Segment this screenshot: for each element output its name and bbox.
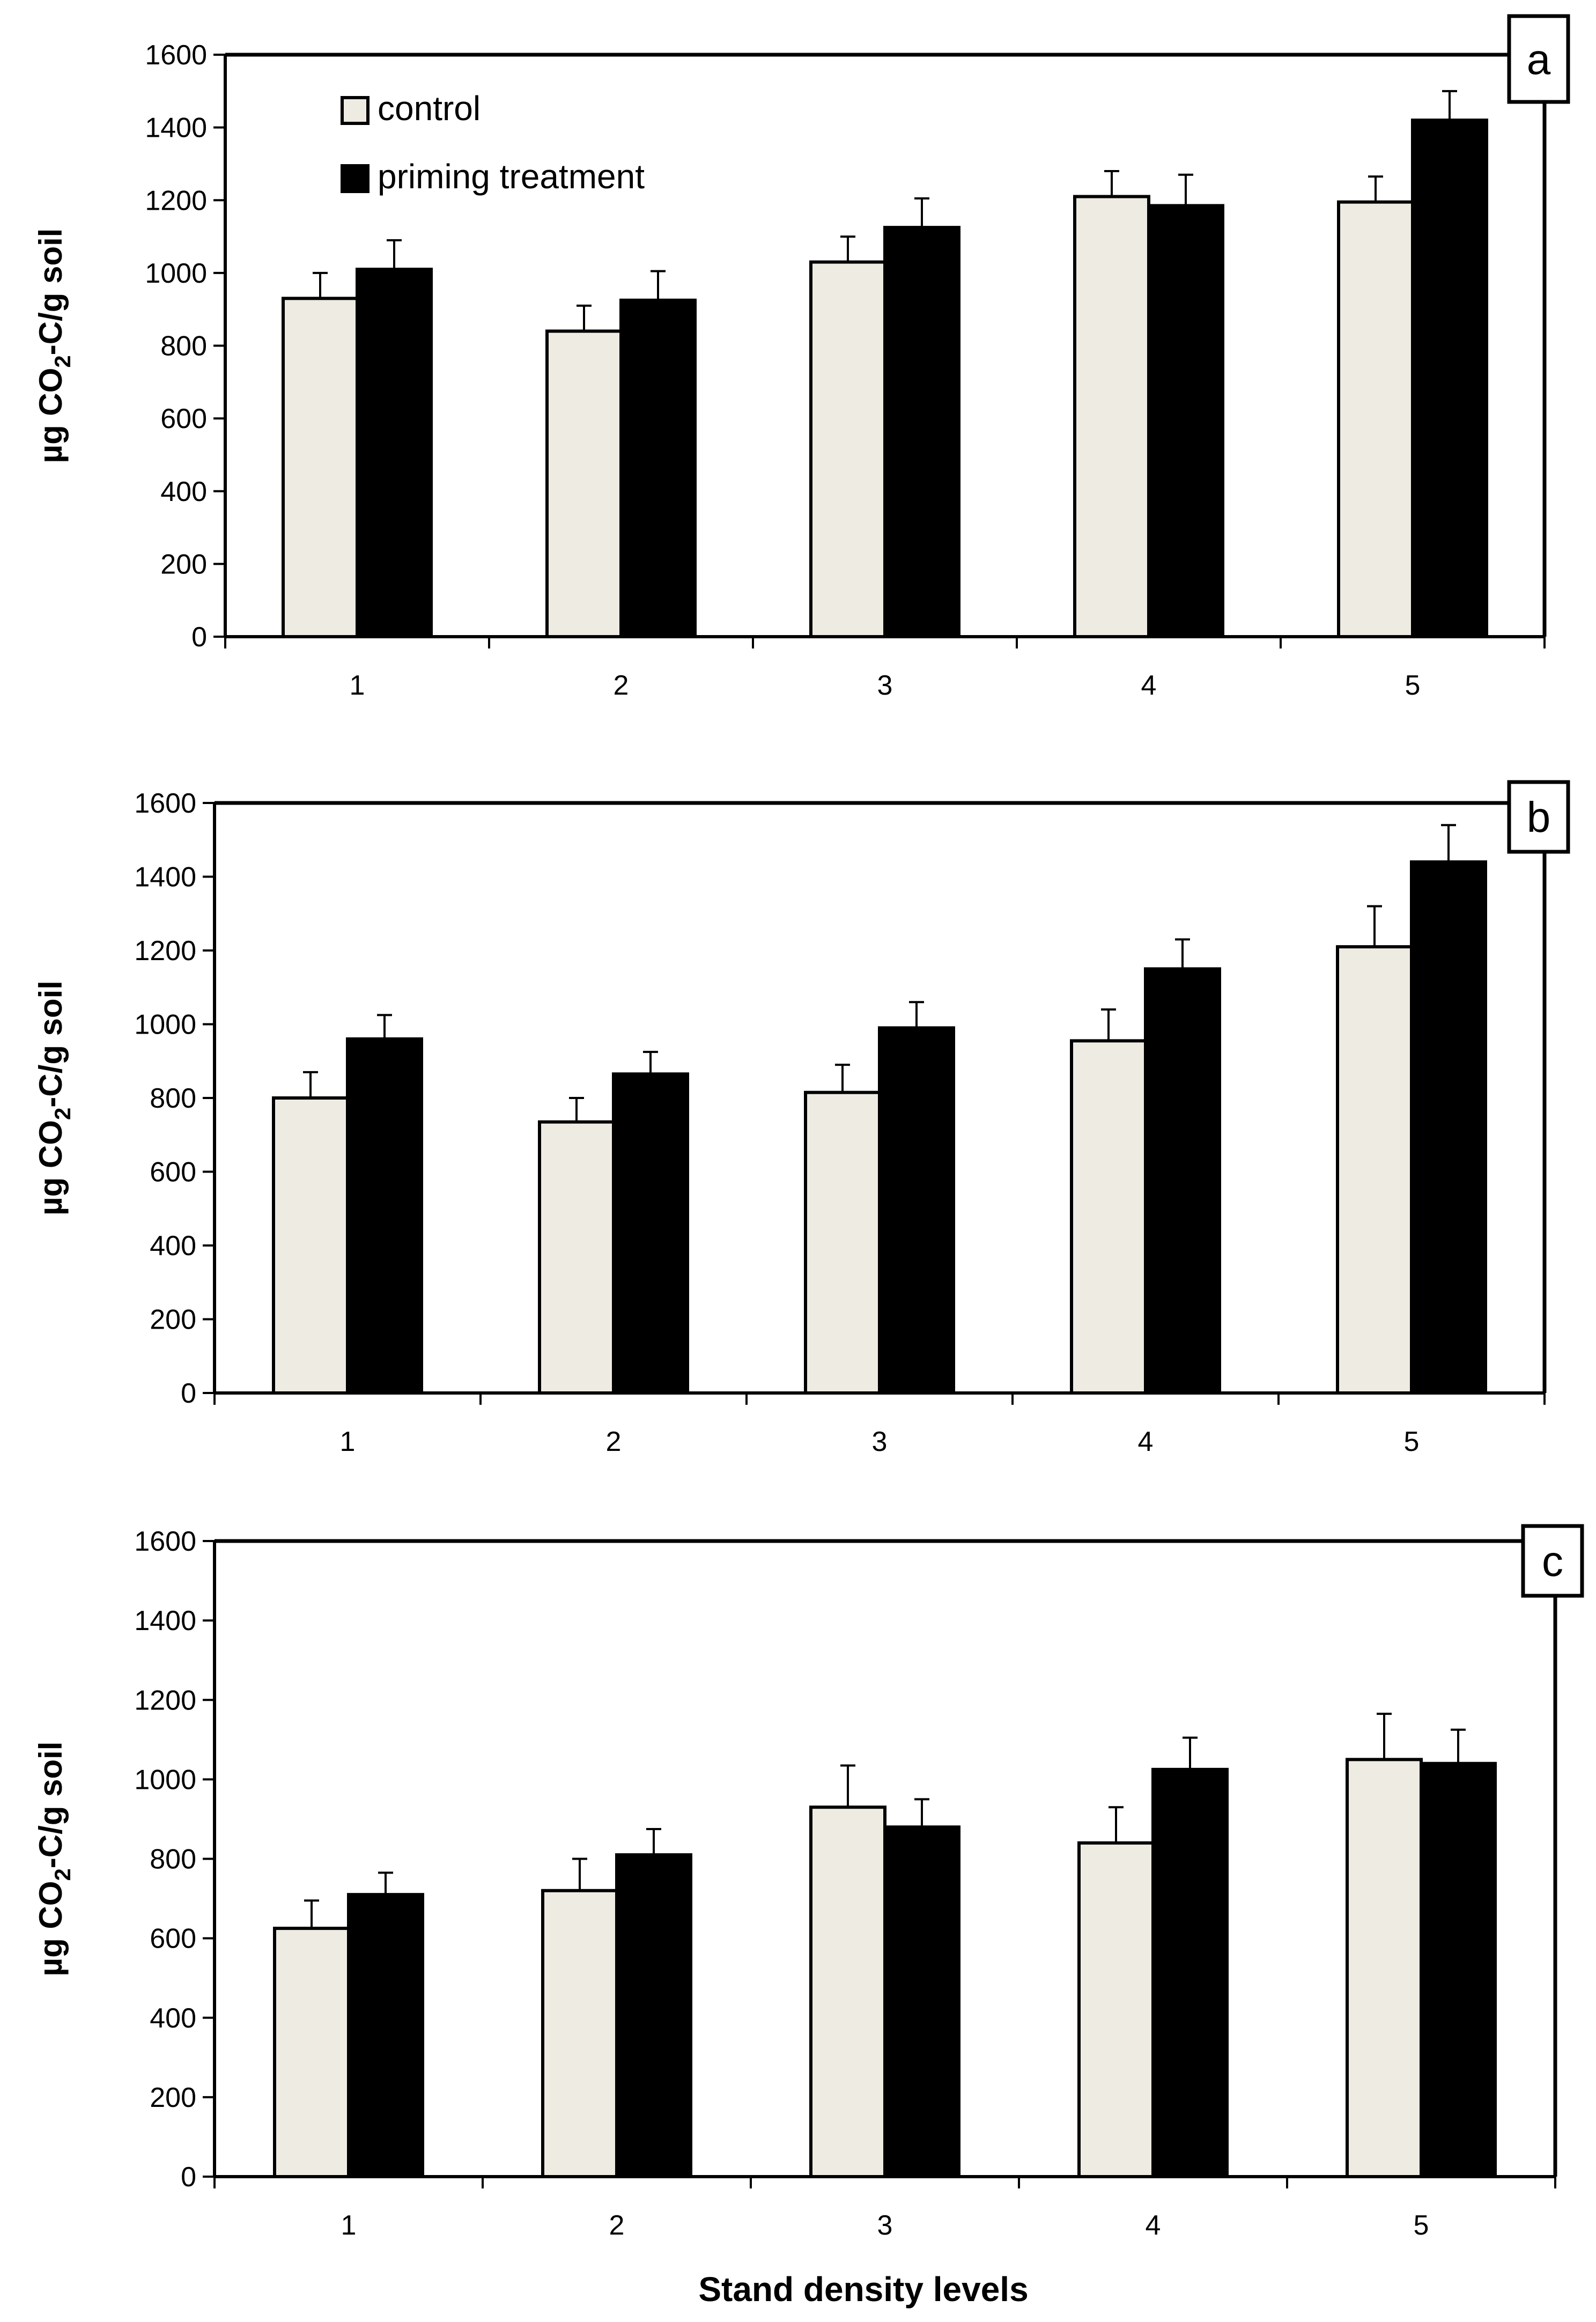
legend-swatch-control xyxy=(341,96,370,125)
control-bar xyxy=(282,297,359,638)
y-tick-label: 200 xyxy=(150,1304,196,1336)
legend-label: control xyxy=(378,89,481,128)
panel-label: b xyxy=(1527,793,1551,841)
control-bar xyxy=(1337,200,1414,638)
x-tick-label: 3 xyxy=(872,1426,888,1457)
y-tick-label: 600 xyxy=(160,403,207,434)
y-axis-label: µg CO2-C/g soil xyxy=(33,228,75,463)
x-tick-label: 3 xyxy=(877,2210,893,2241)
x-tick-label: 2 xyxy=(609,2210,625,2241)
priming-bar xyxy=(1410,860,1487,1395)
x-axis-label: Stand density levels xyxy=(698,2270,1028,2309)
y-axis-label-sub: 2 xyxy=(50,1108,75,1120)
x-tick-label: 2 xyxy=(614,670,629,701)
y-axis-label: µg CO2-C/g soil xyxy=(33,1742,75,1977)
priming-bar xyxy=(878,1026,955,1395)
y-tick-label: 800 xyxy=(160,331,207,362)
legend-swatch-priming xyxy=(341,164,370,193)
control-bar xyxy=(1077,1841,1155,2178)
y-tick-label: 0 xyxy=(181,2162,196,2193)
priming-bar xyxy=(883,1825,960,2178)
control-bar xyxy=(809,1805,886,2178)
y-axis-label-main: µg CO xyxy=(33,368,69,463)
x-tick-label: 4 xyxy=(1138,1426,1154,1457)
y-tick-label: 1000 xyxy=(134,1009,196,1041)
x-tick-label: 2 xyxy=(606,1426,622,1457)
y-tick-label: 400 xyxy=(160,476,207,507)
y-tick-label: 1400 xyxy=(134,1605,196,1637)
y-tick-label: 1200 xyxy=(134,1685,196,1716)
y-axis-label-sub: 2 xyxy=(50,1868,75,1881)
control-bar xyxy=(1073,195,1150,638)
x-tick-label: 3 xyxy=(877,670,893,701)
y-axis-label-rest: -C/g soil xyxy=(33,981,69,1108)
priming-bar xyxy=(1151,1767,1229,2178)
control-bar xyxy=(272,1096,349,1395)
y-tick-label: 200 xyxy=(160,549,207,580)
y-axis-label-rest: -C/g soil xyxy=(33,1742,69,1869)
priming-bar xyxy=(619,298,697,638)
control-bar xyxy=(545,329,623,638)
y-tick-label: 1000 xyxy=(145,258,207,289)
y-tick-label: 400 xyxy=(150,1230,196,1262)
priming-bar xyxy=(346,1037,423,1395)
priming-bar xyxy=(1411,119,1488,638)
priming-bar xyxy=(883,226,960,638)
x-tick-label: 4 xyxy=(1146,2210,1161,2241)
y-tick-label: 600 xyxy=(150,1157,196,1188)
y-axis-label-rest: -C/g soil xyxy=(33,228,69,356)
y-tick-label: 1200 xyxy=(134,935,196,967)
x-tick-label: 1 xyxy=(341,2210,357,2241)
y-tick-label: 0 xyxy=(191,622,207,653)
y-tick-label: 1200 xyxy=(145,185,207,216)
control-bar xyxy=(1336,945,1413,1395)
y-tick-label: 600 xyxy=(150,1923,196,1955)
control-bar xyxy=(541,1889,618,2178)
y-axis-label: µg CO2-C/g soil xyxy=(33,981,75,1215)
y-axis-label-main: µg CO xyxy=(33,1120,69,1215)
x-tick-label: 1 xyxy=(340,1426,356,1457)
priming-bar xyxy=(347,1893,424,2178)
y-tick-label: 1400 xyxy=(145,113,207,144)
panel-label: c xyxy=(1542,1537,1563,1585)
control-bar xyxy=(538,1120,615,1395)
y-tick-label: 800 xyxy=(150,1083,196,1114)
panel-label-box xyxy=(1521,1524,1584,1598)
control-bar xyxy=(804,1090,881,1395)
priming-bar xyxy=(612,1072,689,1395)
priming-bar xyxy=(615,1853,692,2178)
panel-label-box xyxy=(1507,14,1570,104)
control-bar xyxy=(273,1927,350,2178)
panel-label: a xyxy=(1527,35,1551,83)
priming-bar xyxy=(1420,1761,1497,2178)
legend-label: priming treatment xyxy=(378,157,645,196)
x-tick-label: 1 xyxy=(350,670,365,701)
x-tick-label: 4 xyxy=(1141,670,1157,701)
y-axis-label-main: µg CO xyxy=(33,1881,69,1977)
x-tick-label: 5 xyxy=(1404,1426,1420,1457)
y-tick-label: 400 xyxy=(150,2003,196,2034)
y-tick-label: 200 xyxy=(150,2082,196,2113)
y-tick-label: 1600 xyxy=(134,788,196,819)
control-bar xyxy=(1346,1758,1423,2178)
x-tick-label: 5 xyxy=(1414,2210,1429,2241)
y-tick-label: 1600 xyxy=(145,40,207,71)
panel-label-box xyxy=(1507,780,1570,854)
y-tick-label: 0 xyxy=(181,1378,196,1409)
y-tick-label: 1400 xyxy=(134,862,196,893)
y-tick-label: 1000 xyxy=(134,1764,196,1795)
y-axis-label-sub: 2 xyxy=(50,355,75,367)
control-bar xyxy=(1070,1039,1147,1395)
y-tick-label: 800 xyxy=(150,1844,196,1875)
x-tick-label: 5 xyxy=(1405,670,1421,701)
priming-bar xyxy=(356,268,433,638)
priming-bar xyxy=(1147,204,1224,638)
priming-bar xyxy=(1144,967,1221,1395)
control-bar xyxy=(809,260,886,638)
y-tick-label: 1600 xyxy=(134,1526,196,1557)
